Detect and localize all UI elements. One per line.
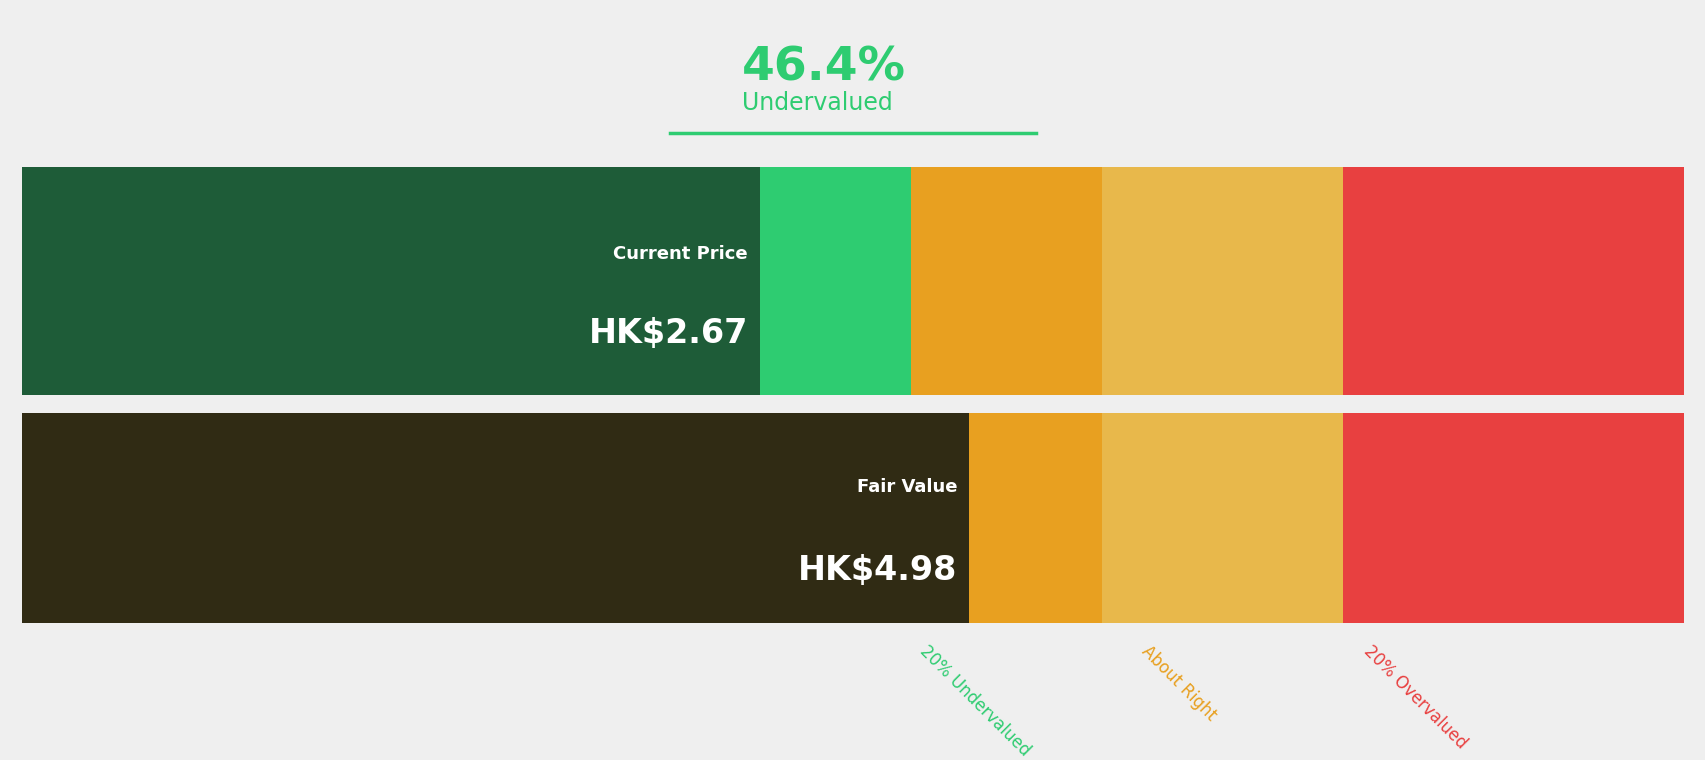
Bar: [22, 413, 968, 623]
Text: 20% Overvalued: 20% Overvalued: [1359, 642, 1470, 752]
Bar: [1101, 167, 1342, 623]
Text: 46.4%: 46.4%: [742, 46, 905, 91]
Text: Current Price: Current Price: [614, 245, 747, 263]
Text: About Right: About Right: [1137, 642, 1219, 724]
Text: Undervalued: Undervalued: [742, 90, 892, 115]
Bar: [22, 395, 1683, 413]
Text: HK$4.98: HK$4.98: [798, 554, 957, 587]
Bar: [22, 167, 759, 395]
Text: HK$2.67: HK$2.67: [588, 317, 747, 350]
Text: Fair Value: Fair Value: [856, 478, 957, 496]
Bar: [22, 167, 910, 623]
Bar: [910, 167, 1101, 623]
Text: 20% Undervalued: 20% Undervalued: [916, 642, 1033, 760]
Bar: [1342, 167, 1683, 623]
